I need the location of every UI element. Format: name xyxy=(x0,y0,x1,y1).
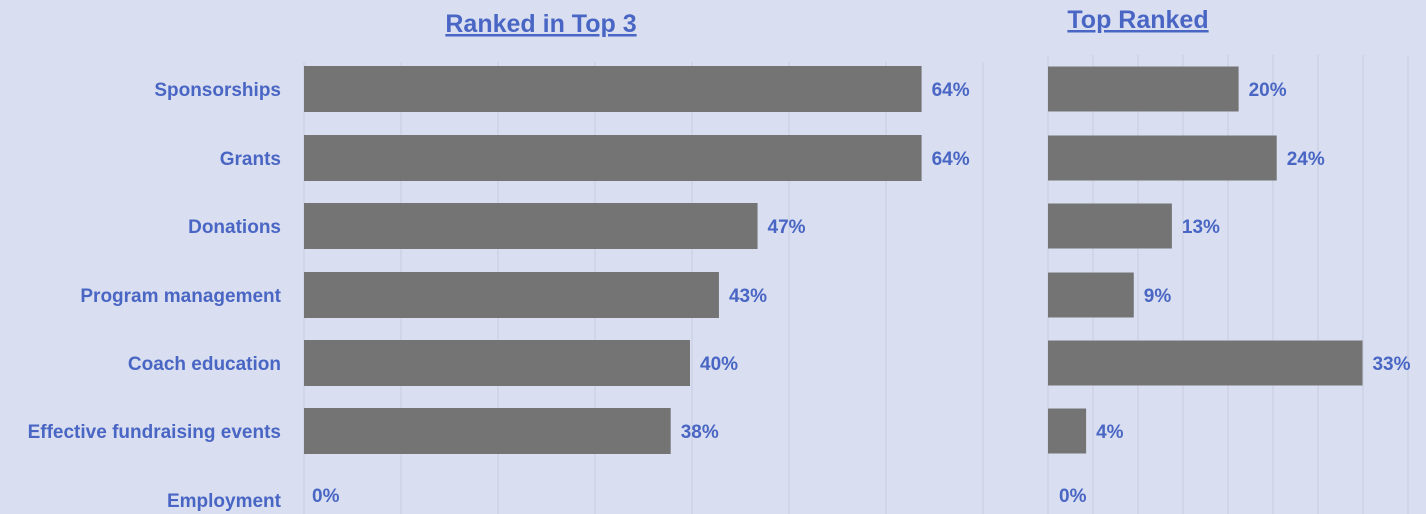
category-label: Sponsorships xyxy=(154,80,281,101)
category-label: Program management xyxy=(80,286,281,307)
bar xyxy=(1048,135,1277,181)
data-label: 9% xyxy=(1144,286,1172,307)
bar xyxy=(1048,408,1087,454)
left-chart-bars: 64% 64% 47% 43% 40% 38% 0% xyxy=(304,66,970,507)
data-label: 33% xyxy=(1372,354,1410,375)
bar xyxy=(304,135,922,181)
category-label: Grants xyxy=(220,149,281,170)
data-label: 0% xyxy=(312,486,340,507)
bar xyxy=(304,203,758,249)
right-chart-gridlines xyxy=(1047,55,1409,514)
bar xyxy=(1048,340,1363,386)
bar xyxy=(304,66,922,112)
data-label: 38% xyxy=(681,422,719,443)
bar xyxy=(1048,272,1134,318)
bar xyxy=(304,340,690,386)
data-label: 47% xyxy=(768,217,806,238)
bar xyxy=(1048,66,1239,112)
bar xyxy=(1048,203,1172,249)
category-label: Employment xyxy=(167,491,282,512)
bar xyxy=(304,272,719,318)
category-label: Coach education xyxy=(128,354,281,375)
right-chart-bars: 20% 24% 13% 9% 33% 4% 0% xyxy=(1048,66,1411,507)
data-label: 43% xyxy=(729,286,767,307)
data-label: 0% xyxy=(1059,486,1087,507)
right-chart-title: Top Ranked xyxy=(1067,6,1208,34)
bar xyxy=(304,408,671,454)
category-label: Effective fundraising events xyxy=(28,422,281,443)
data-label: 64% xyxy=(932,80,970,101)
left-chart-title: Ranked in Top 3 xyxy=(445,10,636,38)
data-label: 13% xyxy=(1182,217,1220,238)
data-label: 20% xyxy=(1249,80,1287,101)
data-label: 24% xyxy=(1287,149,1325,170)
category-labels: Sponsorships Grants Donations Program manag… xyxy=(28,80,282,512)
data-label: 4% xyxy=(1096,422,1124,443)
data-label: 64% xyxy=(932,149,970,170)
data-label: 40% xyxy=(700,354,738,375)
category-label: Donations xyxy=(188,217,281,238)
